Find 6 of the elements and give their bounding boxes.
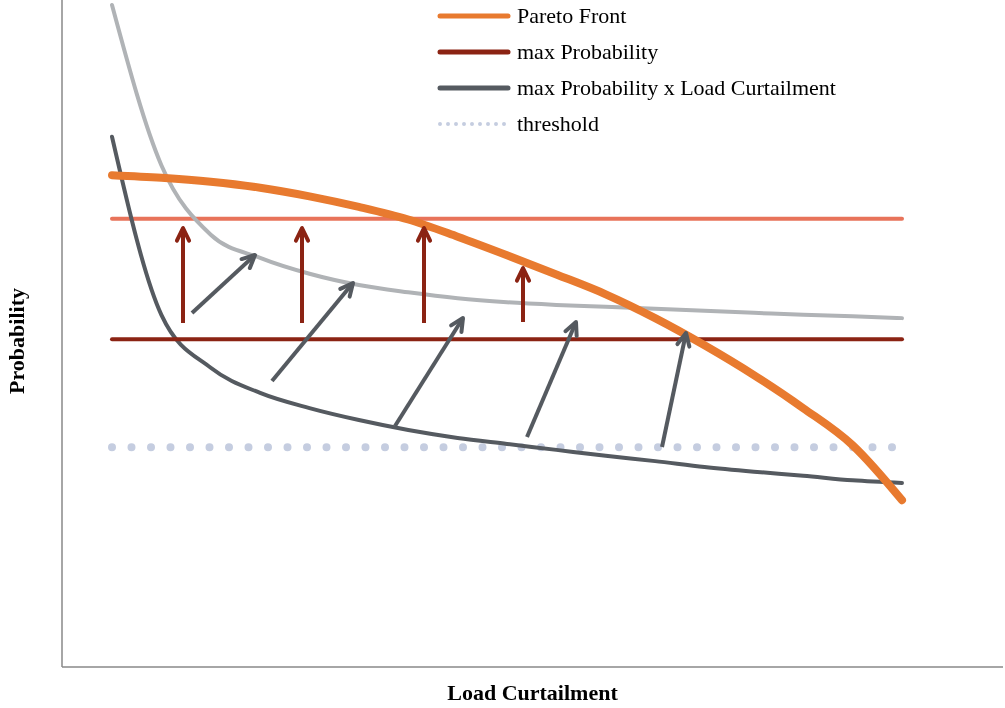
legend-label: Pareto Front	[517, 3, 627, 28]
legend-label: threshold	[517, 111, 599, 136]
y-axis-title: Probability	[4, 288, 29, 394]
legend-label: max Probability	[517, 39, 659, 64]
x-axis-title: Load Curtailment	[447, 680, 619, 705]
legend-label: max Probability x Load Curtailment	[517, 75, 836, 100]
